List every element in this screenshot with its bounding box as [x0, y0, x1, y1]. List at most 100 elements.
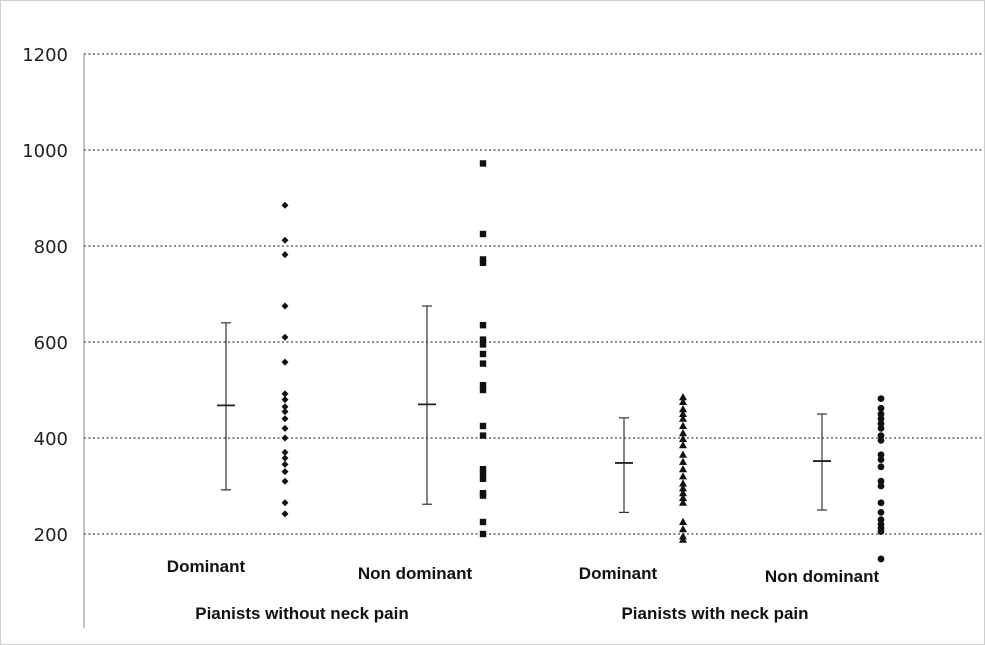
- data-point: [679, 441, 687, 449]
- data-point: [877, 410, 885, 418]
- category-label-2: Non dominant: [358, 564, 473, 583]
- data-point: [281, 403, 289, 411]
- data-point: [679, 434, 687, 442]
- error-bar-2: [418, 305, 436, 505]
- category-label-3: Dominant: [579, 564, 658, 583]
- group-label-1: Pianists without neck pain: [195, 604, 408, 623]
- data-point: [679, 405, 687, 413]
- data-point: [877, 451, 885, 459]
- data-point: [281, 424, 289, 432]
- data-point: [679, 517, 687, 525]
- y-tick-label: 200: [34, 525, 68, 546]
- data-point: [877, 404, 885, 412]
- data-point: [877, 425, 885, 432]
- error-bar-4: [813, 413, 831, 511]
- data-point: [479, 470, 487, 478]
- data-point: [281, 468, 289, 476]
- data-point: [877, 432, 885, 439]
- data-point: [679, 397, 687, 405]
- data-point: [281, 408, 289, 416]
- data-point: [479, 518, 487, 526]
- data-point: [281, 236, 289, 244]
- y-tick-label: 1000: [22, 141, 68, 162]
- data-point: [281, 510, 289, 518]
- y-tick-labels: 200 400 600 800 1000 1200: [22, 45, 68, 546]
- data-point: [479, 259, 487, 266]
- data-point: [679, 457, 687, 465]
- data-point: [877, 555, 885, 563]
- data-point: [877, 516, 885, 523]
- data-point: [679, 484, 687, 492]
- data-point: [679, 493, 687, 501]
- data-point: [877, 437, 885, 444]
- y-tick-label: 800: [34, 237, 68, 258]
- data-point: [281, 454, 289, 462]
- y-tick-label: 400: [34, 429, 68, 450]
- data-point: [877, 482, 885, 490]
- data-point: [479, 530, 487, 538]
- data-point: [281, 251, 289, 259]
- data-point: [877, 395, 885, 403]
- data-point: [479, 386, 487, 394]
- data-point: [479, 360, 487, 367]
- series-points-1: [281, 201, 289, 518]
- data-point: [281, 448, 289, 456]
- data-point: [281, 434, 289, 442]
- data-point: [479, 382, 487, 389]
- y-tick-label: 1200: [22, 45, 68, 66]
- data-point: [679, 535, 687, 543]
- data-point: [281, 201, 289, 209]
- error-bar-3: [615, 417, 633, 514]
- data-point: [877, 456, 885, 463]
- y-tick-label: 600: [34, 333, 68, 354]
- data-point: [281, 499, 289, 507]
- data-point: [479, 160, 487, 167]
- data-point: [679, 498, 687, 506]
- data-point: [479, 336, 487, 343]
- data-point: [679, 393, 687, 401]
- data-point: [281, 333, 289, 341]
- data-point: [479, 230, 487, 238]
- error-bars: [217, 305, 831, 514]
- data-point: [679, 429, 687, 437]
- data-point: [281, 390, 289, 398]
- data-point: [281, 415, 289, 423]
- data-point: [877, 499, 885, 507]
- series-points-2: [479, 160, 487, 538]
- data-point: [877, 463, 885, 471]
- data-points: [281, 160, 885, 563]
- data-point: [281, 477, 289, 485]
- data-point: [679, 465, 687, 473]
- series-points-3: [679, 393, 687, 543]
- data-point: [877, 528, 885, 535]
- data-point: [479, 256, 487, 263]
- data-point: [679, 489, 687, 497]
- data-point: [479, 432, 487, 439]
- data-point: [679, 450, 687, 458]
- category-label-4: Non dominant: [765, 567, 880, 586]
- data-point: [479, 492, 487, 499]
- data-point: [479, 341, 487, 348]
- data-point: [479, 422, 487, 430]
- data-point: [679, 525, 687, 533]
- data-point: [679, 421, 687, 429]
- category-label-1: Dominant: [167, 557, 246, 576]
- data-point: [877, 420, 885, 427]
- gridlines: [84, 53, 982, 535]
- data-point: [281, 302, 289, 310]
- error-bar-1: [217, 322, 235, 491]
- data-point: [877, 477, 885, 485]
- series-points-4: [877, 395, 885, 563]
- data-point: [281, 358, 289, 366]
- data-point: [479, 350, 487, 358]
- data-point: [679, 409, 687, 417]
- data-point: [281, 460, 289, 468]
- data-point: [679, 479, 687, 487]
- data-point: [281, 396, 289, 404]
- data-point: [479, 466, 487, 473]
- data-point: [679, 414, 687, 422]
- data-point: [679, 472, 687, 480]
- data-point: [479, 475, 487, 482]
- data-point: [479, 322, 487, 329]
